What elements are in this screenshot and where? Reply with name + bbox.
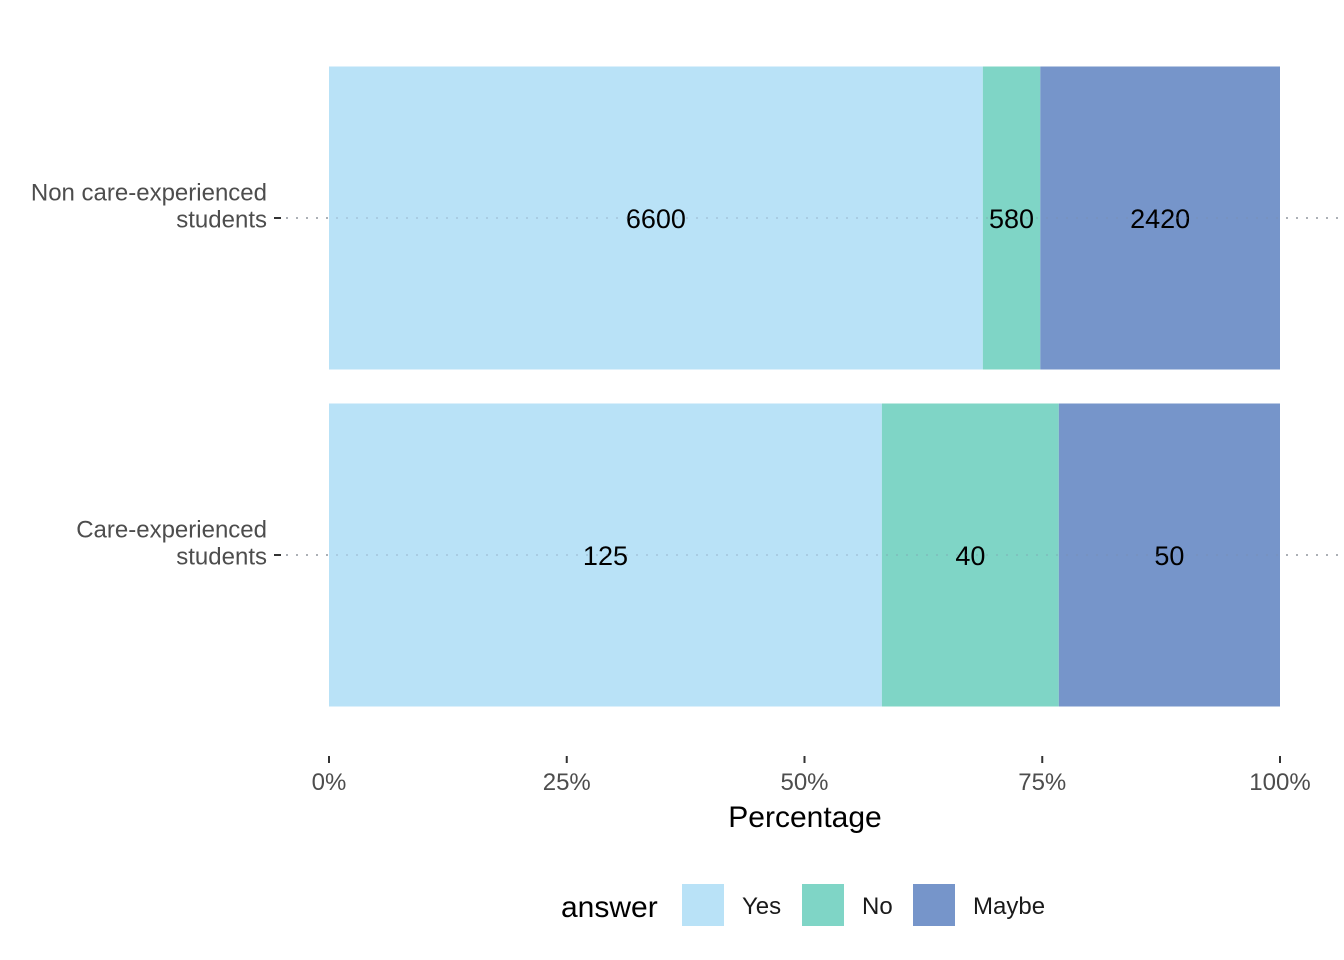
y-tick-label: Care-experienced bbox=[76, 517, 267, 544]
bar-value-label: 40 bbox=[955, 541, 985, 571]
legend-title: answer bbox=[561, 891, 658, 924]
y-tick-label: students bbox=[176, 207, 267, 234]
bar-segment bbox=[982, 66, 1041, 370]
x-tick-label: 50% bbox=[780, 769, 828, 796]
legend-key bbox=[682, 884, 724, 926]
legend-key bbox=[802, 884, 844, 926]
bar-value-label: 50 bbox=[1154, 541, 1184, 571]
x-tick-label: 75% bbox=[1018, 769, 1066, 796]
bar-segment bbox=[881, 403, 1059, 707]
legend-key bbox=[913, 884, 955, 926]
bars bbox=[329, 66, 1280, 707]
bar-value-label: 6600 bbox=[626, 204, 686, 234]
x-axis: 0% 25% 50% 75% 100% bbox=[312, 756, 1311, 796]
bar-value-label: 580 bbox=[989, 204, 1034, 234]
legend: answer Yes No Maybe bbox=[561, 884, 1045, 926]
x-tick-label: 100% bbox=[1249, 769, 1310, 796]
bar-segment bbox=[329, 403, 882, 707]
bar-value-label: 2420 bbox=[1130, 204, 1190, 234]
legend-label: No bbox=[862, 893, 893, 920]
y-tick-label: students bbox=[176, 544, 267, 571]
y-tick-label: Non care-experienced bbox=[31, 180, 267, 207]
legend-label: Maybe bbox=[973, 893, 1045, 920]
x-axis-title: Percentage bbox=[728, 801, 881, 834]
bar-segment bbox=[1058, 403, 1280, 707]
bar-segment bbox=[1040, 66, 1280, 370]
bar-segment bbox=[329, 66, 983, 370]
x-tick-label: 25% bbox=[543, 769, 591, 796]
bar-labels: 125 40 50 6600 580 2420 bbox=[286, 204, 1344, 571]
bar-value-label: 125 bbox=[583, 541, 628, 571]
x-tick-label: 0% bbox=[312, 769, 347, 796]
legend-label: Yes bbox=[742, 893, 781, 920]
